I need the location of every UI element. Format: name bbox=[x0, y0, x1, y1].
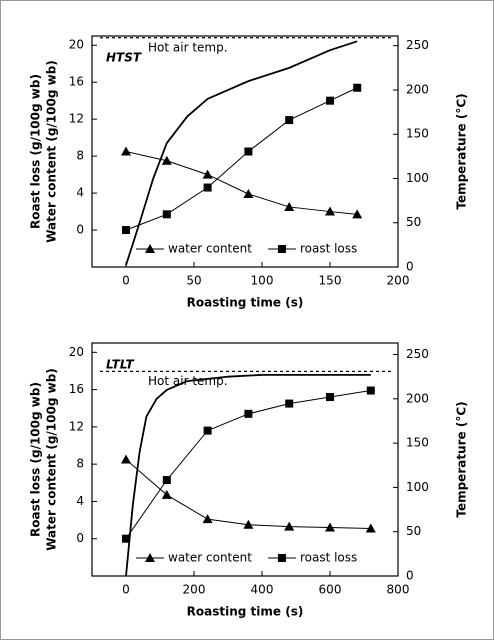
y2-tick-label: 150 bbox=[406, 436, 429, 450]
marker-square bbox=[203, 426, 212, 435]
y2-tick-label: 250 bbox=[406, 38, 429, 52]
marker-square bbox=[277, 245, 286, 253]
y-tick-label: 20 bbox=[69, 38, 84, 52]
marker-square bbox=[244, 147, 253, 156]
x-tick-label: 200 bbox=[387, 274, 410, 288]
marker-square bbox=[244, 409, 253, 418]
y2-tick-label: 50 bbox=[406, 524, 421, 538]
y2-tick-label: 150 bbox=[406, 127, 429, 141]
marker-triangle bbox=[325, 206, 335, 216]
panel-title: LTLT bbox=[106, 358, 135, 372]
marker-square bbox=[366, 386, 375, 395]
marker-square bbox=[203, 183, 212, 192]
marker-square bbox=[353, 83, 362, 92]
marker-square bbox=[162, 210, 171, 219]
y-tick-label: 4 bbox=[76, 494, 84, 508]
y-tick-label: 12 bbox=[69, 112, 84, 126]
marker-triangle bbox=[243, 189, 254, 199]
y-tick-label: 0 bbox=[76, 223, 84, 237]
marker-triangle bbox=[161, 155, 172, 165]
marker-square bbox=[326, 96, 334, 105]
y-tick-label: 8 bbox=[76, 149, 84, 163]
temperature-line bbox=[125, 373, 371, 577]
legend-label: water content bbox=[168, 242, 252, 256]
marker-triangle bbox=[365, 523, 376, 533]
y-tick-label: 8 bbox=[76, 457, 84, 471]
marker-triangle bbox=[352, 209, 363, 219]
marker-triangle bbox=[121, 454, 131, 464]
marker-triangle bbox=[325, 522, 335, 532]
temperature-line bbox=[125, 40, 358, 266]
y2-tick-label: 200 bbox=[406, 391, 429, 405]
marker-triangle bbox=[284, 521, 295, 531]
marker-square bbox=[277, 554, 286, 562]
marker-triangle bbox=[202, 514, 213, 524]
marker-square bbox=[162, 476, 171, 485]
x-tick-label: 0 bbox=[122, 583, 130, 597]
y2-tick-label: 0 bbox=[406, 569, 414, 583]
marker-triangle bbox=[202, 169, 213, 179]
marker-triangle bbox=[284, 201, 295, 211]
marker-square bbox=[122, 226, 130, 235]
y-tick-label: 20 bbox=[69, 345, 84, 359]
y2-tick-label: 250 bbox=[406, 347, 429, 361]
marker-square bbox=[122, 534, 130, 543]
marker-square bbox=[326, 393, 334, 402]
marker-triangle bbox=[161, 489, 172, 499]
x-tick-label: 800 bbox=[387, 583, 410, 597]
marker-square bbox=[285, 399, 294, 408]
y-tick-label: 12 bbox=[69, 419, 84, 433]
x-tick-label: 0 bbox=[122, 274, 130, 288]
panel-title: HTST bbox=[106, 51, 142, 65]
x-axis-label: Roasting time (s) bbox=[187, 605, 304, 619]
y2-axis-label: Temperature (°C) bbox=[455, 401, 469, 517]
y2-tick-label: 200 bbox=[406, 82, 429, 96]
y-axis-label: Water content (g/100g wb) bbox=[45, 368, 59, 551]
y-axis-label: Water content (g/100g wb) bbox=[45, 60, 59, 243]
x-tick-label: 100 bbox=[251, 274, 274, 288]
y-tick-label: 4 bbox=[76, 186, 84, 200]
y2-axis-label: Temperature (°C) bbox=[455, 93, 469, 209]
x-tick-label: 600 bbox=[319, 583, 342, 597]
x-axis-label: Roasting time (s) bbox=[187, 296, 304, 310]
x-tick-label: 400 bbox=[251, 583, 274, 597]
y-tick-label: 0 bbox=[76, 531, 84, 545]
y2-tick-label: 0 bbox=[406, 260, 414, 274]
marker-triangle bbox=[145, 244, 155, 253]
marker-triangle bbox=[121, 146, 131, 156]
marker-triangle bbox=[145, 553, 155, 562]
plot-frame bbox=[91, 35, 399, 268]
annotation: Hot air temp. bbox=[148, 40, 228, 54]
y-tick-label: 16 bbox=[69, 75, 84, 89]
x-tick-label: 150 bbox=[319, 274, 342, 288]
legend-label: roast loss bbox=[300, 242, 357, 256]
y2-tick-label: 50 bbox=[406, 215, 421, 229]
plot-frame bbox=[91, 342, 399, 577]
x-tick-label: 50 bbox=[186, 274, 201, 288]
marker-triangle bbox=[243, 519, 254, 529]
legend-label: water content bbox=[168, 551, 252, 565]
y-axis-label: Roast loss (g/100g wb) bbox=[29, 74, 43, 229]
y-axis-label: Roast loss (g/100g wb) bbox=[29, 382, 43, 537]
marker-square bbox=[285, 116, 294, 125]
legend-label: roast loss bbox=[300, 551, 357, 565]
y2-tick-label: 100 bbox=[406, 171, 429, 185]
x-tick-label: 200 bbox=[183, 583, 206, 597]
y2-tick-label: 100 bbox=[406, 480, 429, 494]
y-tick-label: 16 bbox=[69, 382, 84, 396]
